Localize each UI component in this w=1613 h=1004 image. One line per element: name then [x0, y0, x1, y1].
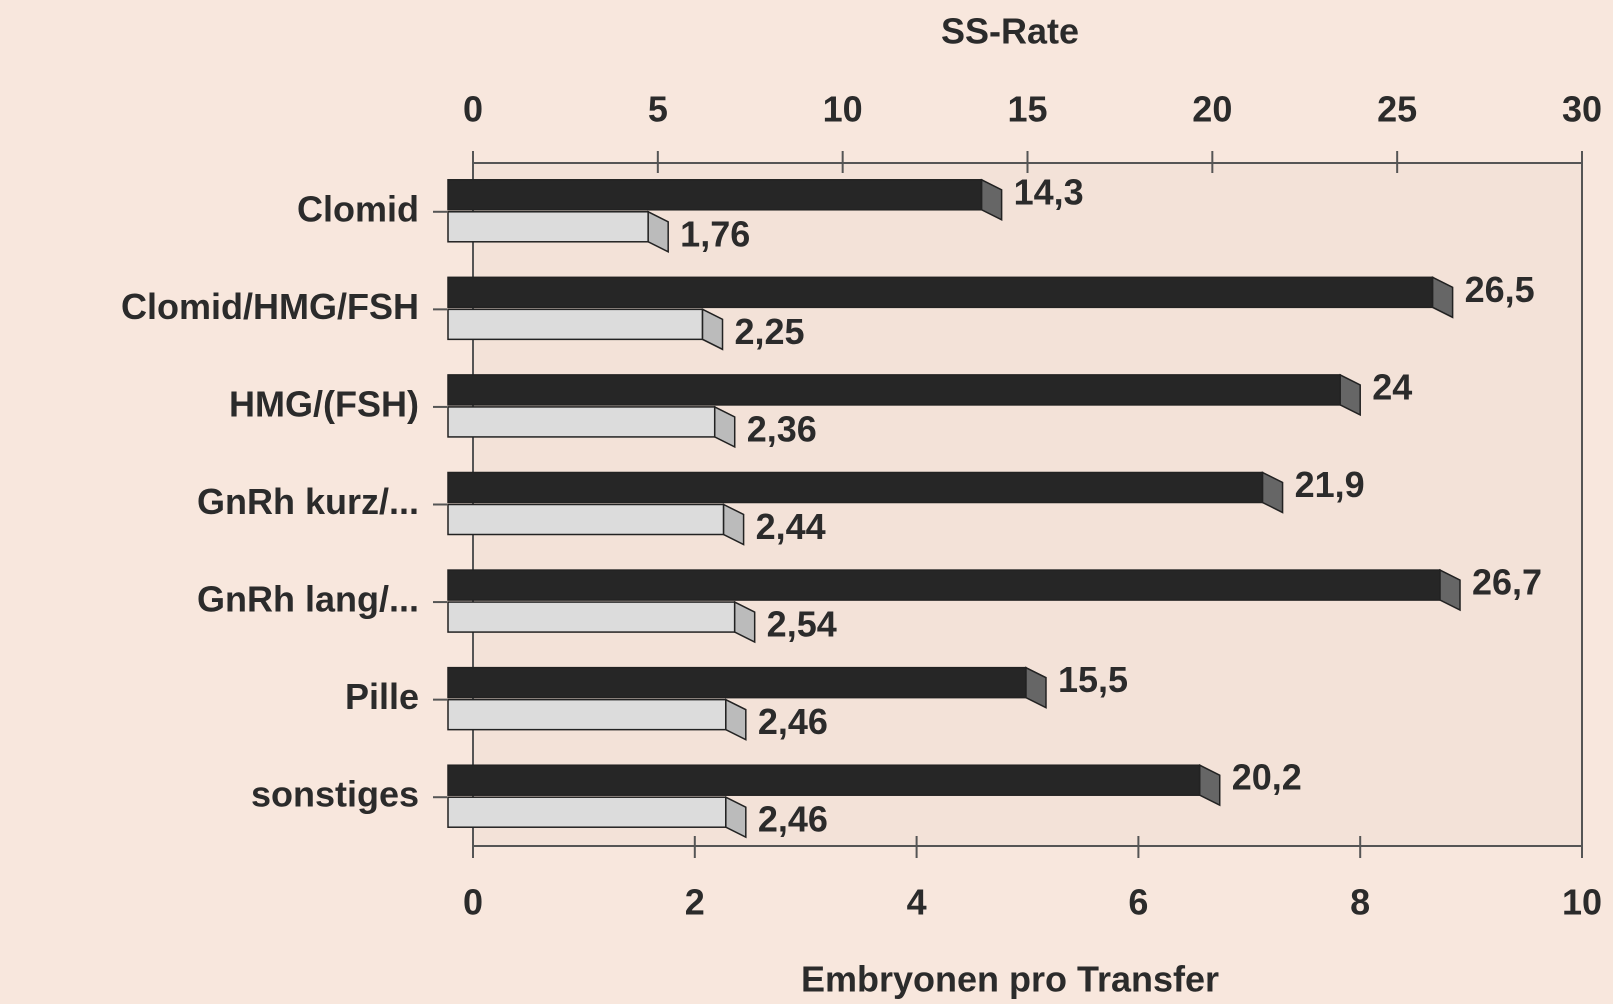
bar — [447, 374, 1341, 406]
bar-side — [1431, 276, 1454, 319]
bar — [447, 406, 716, 438]
value-label: 20,2 — [1232, 757, 1302, 798]
bar — [447, 471, 1264, 504]
bar — [447, 276, 1434, 309]
value-label: 1,76 — [680, 213, 750, 254]
y-tick-label: GnRh lang/... — [197, 579, 419, 620]
x2-tick-label: 30 — [1562, 89, 1602, 130]
x-tick-label: 8 — [1350, 882, 1370, 923]
x2-tick-label: 5 — [648, 89, 668, 130]
bar — [447, 764, 1201, 796]
value-label: 15,5 — [1058, 659, 1128, 700]
bar — [447, 601, 736, 633]
bar — [447, 308, 704, 341]
value-label: 2,36 — [747, 408, 817, 449]
x-tick-label: 10 — [1562, 882, 1602, 923]
value-label: 2,54 — [767, 604, 837, 645]
y-tick-label: GnRh kurz/... — [197, 481, 419, 522]
x2-tick-label: 15 — [1007, 89, 1047, 130]
x2-tick-label: 10 — [823, 89, 863, 130]
bar — [447, 179, 983, 211]
bar-side — [733, 600, 756, 644]
value-label: 2,46 — [758, 701, 828, 742]
x2-axis-label: SS-Rate — [941, 11, 1079, 52]
bar — [447, 569, 1441, 601]
bar-side — [725, 698, 747, 741]
bar — [447, 698, 727, 731]
bar-side — [647, 210, 669, 253]
bar-side — [701, 308, 724, 351]
value-label: 2,44 — [756, 506, 826, 547]
bar-side — [725, 796, 747, 839]
bar-side — [980, 178, 1003, 221]
bar — [447, 211, 649, 243]
y-tick-label: sonstiges — [251, 774, 419, 815]
x2-tick-label: 20 — [1192, 89, 1232, 130]
y-tick-label: Pille — [345, 676, 419, 717]
bar — [447, 503, 725, 536]
bar-side — [1261, 471, 1284, 514]
y-tick-label: Clomid/HMG/FSH — [121, 286, 419, 327]
y-tick-label: HMG/(FSH) — [229, 383, 419, 424]
x-tick-label: 0 — [463, 882, 483, 923]
x2-tick-label: 0 — [463, 89, 483, 130]
value-label: 26,7 — [1472, 562, 1542, 603]
x-tick-label: 4 — [907, 882, 927, 923]
value-label: 24 — [1372, 366, 1412, 407]
bar — [447, 796, 727, 828]
x-tick-label: 2 — [685, 882, 705, 923]
bar-side — [1339, 373, 1361, 417]
x-axis-label: Embryonen pro Transfer — [801, 959, 1219, 1000]
bar — [447, 666, 1027, 699]
value-label: 26,5 — [1465, 269, 1535, 310]
value-label: 2,46 — [758, 799, 828, 840]
bar-side — [713, 405, 736, 449]
value-label: 21,9 — [1295, 464, 1365, 505]
bar-side — [1198, 764, 1221, 807]
bar-side — [1025, 666, 1047, 709]
value-label: 14,3 — [1014, 171, 1084, 212]
value-label: 2,25 — [735, 311, 805, 352]
bar-side — [722, 503, 745, 546]
x2-tick-label: 25 — [1377, 89, 1417, 130]
x-tick-label: 6 — [1128, 882, 1148, 923]
y-tick-label: Clomid — [297, 188, 419, 229]
bar-side — [1439, 568, 1461, 612]
